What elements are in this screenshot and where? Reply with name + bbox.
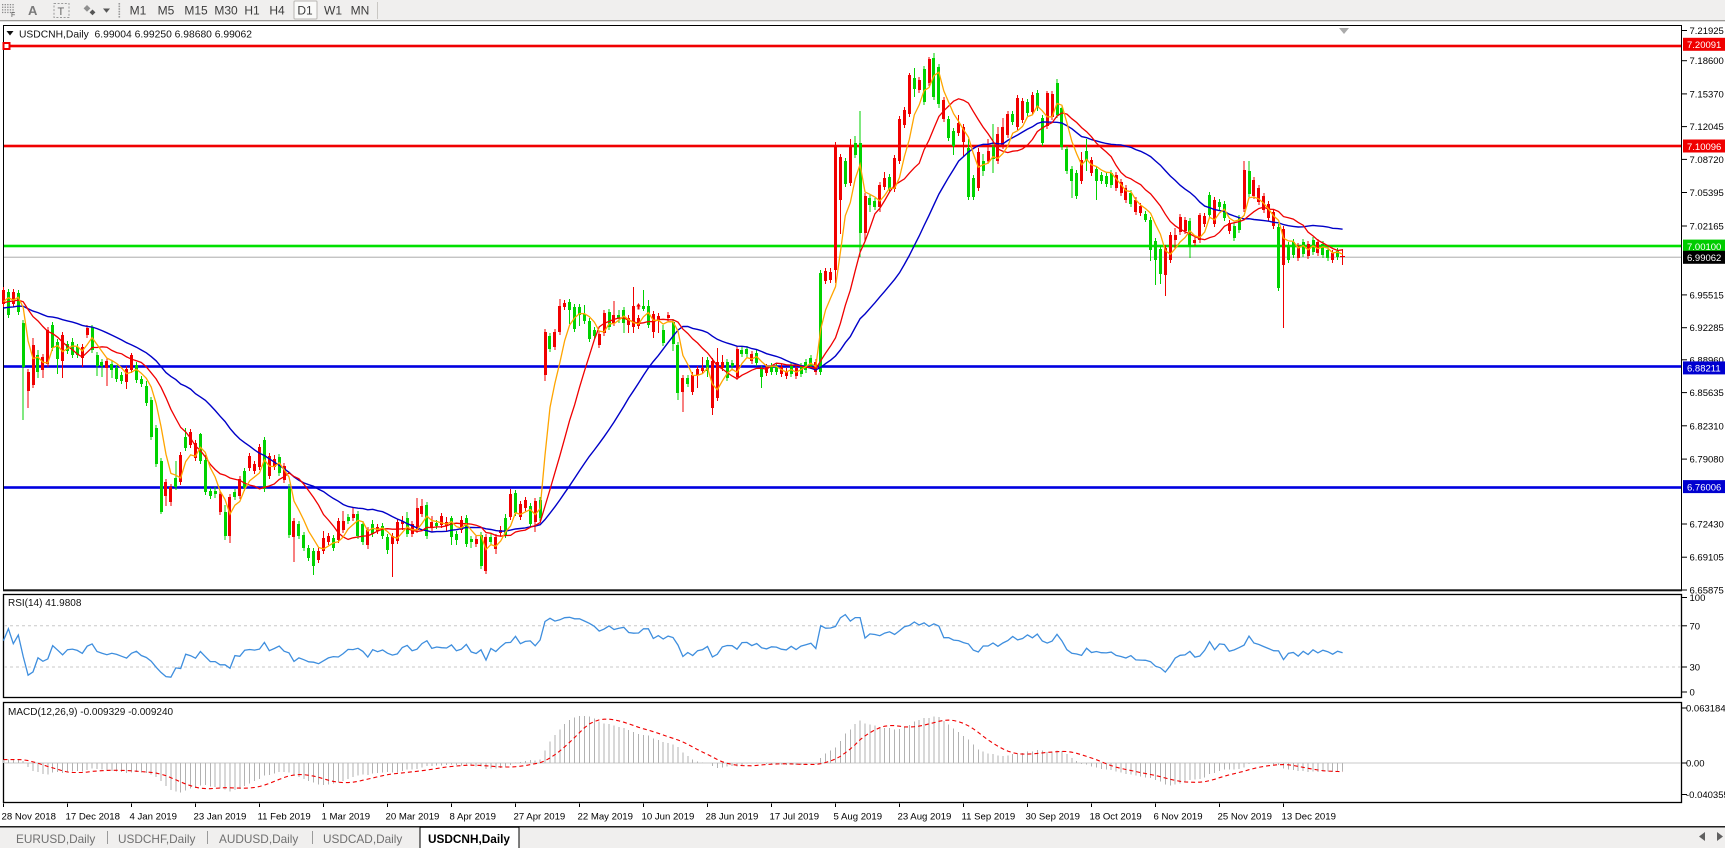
svg-text:6.85635: 6.85635 <box>1690 388 1724 399</box>
svg-text:0.063184: 0.063184 <box>1686 704 1725 715</box>
svg-text:6.99062: 6.99062 <box>1687 253 1721 264</box>
svg-text:28 Jun 2019: 28 Jun 2019 <box>706 812 759 823</box>
svg-text:0: 0 <box>1690 688 1695 699</box>
svg-text:M1: M1 <box>130 4 147 18</box>
svg-text:30: 30 <box>1690 663 1701 674</box>
svg-text:6.95515: 6.95515 <box>1690 290 1724 301</box>
svg-text:18 Oct 2019: 18 Oct 2019 <box>1090 812 1142 823</box>
svg-text:-0.040355: -0.040355 <box>1686 790 1725 801</box>
svg-text:7.20091: 7.20091 <box>1687 40 1721 51</box>
svg-text:D1: D1 <box>297 4 313 18</box>
svg-text:11 Feb 2019: 11 Feb 2019 <box>258 812 311 823</box>
svg-text:USDCNH,Daily 6.99004 6.99250: USDCNH,Daily 6.99004 6.99250 6.98680 6.9… <box>19 30 252 41</box>
svg-text:1 Mar 2019: 1 Mar 2019 <box>322 812 371 823</box>
svg-text:100: 100 <box>1690 593 1706 604</box>
svg-text:27 Apr 2019: 27 Apr 2019 <box>514 812 566 823</box>
svg-text:T: T <box>58 6 65 18</box>
svg-text:30 Sep 2019: 30 Sep 2019 <box>1026 812 1080 823</box>
svg-text:25 Nov 2019: 25 Nov 2019 <box>1218 812 1272 823</box>
svg-text:13 Dec 2019: 13 Dec 2019 <box>1282 812 1336 823</box>
svg-text:USDCNH,Daily: USDCNH,Daily <box>428 832 510 846</box>
svg-text:17 Jul 2019: 17 Jul 2019 <box>770 812 820 823</box>
svg-text:6.69105: 6.69105 <box>1690 553 1724 564</box>
svg-text:6.88211: 6.88211 <box>1687 364 1721 375</box>
svg-text:7.02165: 7.02165 <box>1690 222 1724 233</box>
svg-text:6.88960: 6.88960 <box>1690 355 1724 366</box>
svg-text:USDCHF,Daily: USDCHF,Daily <box>118 832 195 846</box>
svg-text:28 Nov 2018: 28 Nov 2018 <box>2 812 56 823</box>
svg-text:4 Jan 2019: 4 Jan 2019 <box>130 812 177 823</box>
svg-text:M5: M5 <box>158 4 175 18</box>
svg-text:0.00: 0.00 <box>1686 759 1705 770</box>
svg-text:RSI(14) 41.9808: RSI(14) 41.9808 <box>8 598 82 609</box>
svg-text:17 Dec 2018: 17 Dec 2018 <box>66 812 120 823</box>
svg-text:6.76006: 6.76006 <box>1687 482 1721 493</box>
svg-text:EURUSD,Daily: EURUSD,Daily <box>16 832 95 846</box>
svg-text:6.65875: 6.65875 <box>1690 586 1724 597</box>
svg-text:22 May 2019: 22 May 2019 <box>578 812 633 823</box>
svg-text:20 Mar 2019: 20 Mar 2019 <box>386 812 440 823</box>
svg-text:7.21925: 7.21925 <box>1690 26 1724 37</box>
svg-text:6.79080: 6.79080 <box>1690 455 1724 466</box>
svg-text:AUDUSD,Daily: AUDUSD,Daily <box>219 832 298 846</box>
svg-text:7.08720: 7.08720 <box>1690 155 1724 166</box>
svg-text:23 Jan 2019: 23 Jan 2019 <box>194 812 247 823</box>
svg-text:H4: H4 <box>269 4 285 18</box>
svg-text:7.05395: 7.05395 <box>1690 188 1724 199</box>
svg-text:MACD(12,26,9) -0.009329 -0.009: MACD(12,26,9) -0.009329 -0.009240 <box>8 707 174 718</box>
svg-text:M30: M30 <box>214 4 238 18</box>
svg-text:M15: M15 <box>184 4 208 18</box>
svg-text:6.72430: 6.72430 <box>1690 520 1724 531</box>
svg-text:7.15370: 7.15370 <box>1690 89 1724 100</box>
svg-text:W1: W1 <box>324 4 342 18</box>
svg-text:A: A <box>28 3 38 18</box>
svg-text:10 Jun 2019: 10 Jun 2019 <box>642 812 695 823</box>
svg-text:23 Aug 2019: 23 Aug 2019 <box>898 812 952 823</box>
svg-text:6.82310: 6.82310 <box>1690 421 1724 432</box>
svg-text:6 Nov 2019: 6 Nov 2019 <box>1154 812 1203 823</box>
svg-text:USDCAD,Daily: USDCAD,Daily <box>323 832 402 846</box>
svg-text:7.12045: 7.12045 <box>1690 122 1724 133</box>
svg-text:8 Apr 2019: 8 Apr 2019 <box>450 812 496 823</box>
svg-text:7.00100: 7.00100 <box>1687 242 1721 253</box>
svg-text:7.10096: 7.10096 <box>1687 142 1721 153</box>
svg-text:6.92285: 6.92285 <box>1690 323 1724 334</box>
svg-text:F: F <box>11 12 15 19</box>
svg-text:70: 70 <box>1690 621 1701 632</box>
svg-text:11 Sep 2019: 11 Sep 2019 <box>962 812 1016 823</box>
svg-text:5 Aug 2019: 5 Aug 2019 <box>834 812 883 823</box>
svg-text:MN: MN <box>351 4 370 18</box>
svg-text:7.18600: 7.18600 <box>1690 56 1724 67</box>
svg-text:H1: H1 <box>244 4 260 18</box>
